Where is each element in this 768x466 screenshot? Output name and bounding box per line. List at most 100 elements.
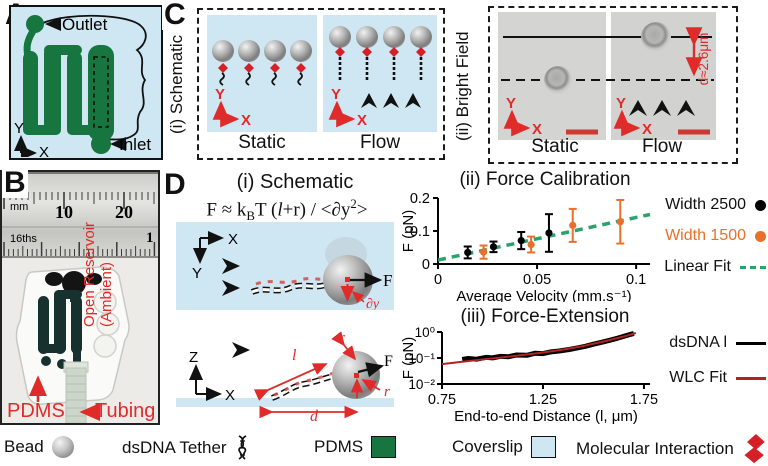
svg-text:0.2: 0.2 xyxy=(410,191,430,207)
xy-axis-icon xyxy=(212,100,240,128)
black-line-icon xyxy=(736,341,766,345)
orange-dot-icon xyxy=(755,230,766,242)
channels xyxy=(23,15,114,154)
svg-text:0: 0 xyxy=(434,272,442,288)
coverslip xyxy=(176,398,394,407)
reservoir-label: Open Reservoir (Ambient) xyxy=(80,222,115,327)
flow-direction-arrowheads xyxy=(222,258,240,296)
calibration-title: (ii) Force Calibration xyxy=(459,169,631,190)
extension-legend: dsDNA l WLC Fit xyxy=(640,334,766,387)
dna-chain xyxy=(250,281,330,295)
svg-text:10⁰: 10⁰ xyxy=(415,326,435,340)
ruler xyxy=(2,172,158,258)
xy-axis-icon-static xyxy=(503,109,531,137)
d-topview-svg: X Y F ∂y xyxy=(192,231,392,312)
svg-text:F (pN): F (pN) xyxy=(402,337,417,380)
c-i-static-panel: Y X xyxy=(207,15,317,132)
displacement-label: d≈2.6μm xyxy=(696,33,711,86)
outlet-label: Outlet xyxy=(62,15,108,34)
dy-label: ∂y xyxy=(366,297,380,310)
c-i-flow-panel: Y X xyxy=(323,15,437,132)
c-ii-flow-label: Flow xyxy=(641,136,683,157)
panel-c-i-side-label: (i) Schematic xyxy=(167,34,186,134)
distance-label: d xyxy=(310,408,319,422)
axis-y-label: Y xyxy=(192,265,202,282)
c-ii-content: d≈2.6μm Y X Y X Static Flow xyxy=(488,6,738,164)
axis-z-label: Z xyxy=(189,349,198,366)
axis-y-label: Y xyxy=(14,120,24,137)
open-reservoir-wells xyxy=(93,290,120,358)
c-i-static-label: Static xyxy=(238,132,286,153)
axis-x-label: X xyxy=(642,121,652,138)
xy-axis-icon xyxy=(328,100,356,128)
red-line-icon xyxy=(736,376,766,380)
static-beads xyxy=(212,40,312,86)
radius-top-arrow xyxy=(331,331,357,361)
contour-length-label: l xyxy=(292,347,297,364)
flow-direction-arrowheads xyxy=(361,93,421,108)
d-sideview-svg: Z X F l r r d xyxy=(176,330,394,425)
molecular-interaction-icon xyxy=(744,434,765,464)
inlet-label: Inlet xyxy=(119,135,151,154)
axis-x-label: X xyxy=(225,387,235,404)
c-ii-svg: d≈2.6μm Y X Y X xyxy=(498,12,716,140)
bf-flow-bead xyxy=(641,22,671,52)
legend-item-width-2500: Width 2500 xyxy=(644,196,766,214)
black-dot-icon xyxy=(755,199,766,211)
bead-center-marker xyxy=(354,373,359,378)
dna-ghost-trace xyxy=(255,276,333,286)
xy-axis-icon xyxy=(14,135,37,160)
ruler-mm-label: mm xyxy=(10,201,28,213)
force-label: F xyxy=(383,271,392,290)
tubing-label: Tubing xyxy=(95,400,156,422)
force-label: F xyxy=(384,353,393,370)
svg-text:0: 0 xyxy=(422,257,430,273)
radius-right-label: r xyxy=(384,384,390,400)
bead-center-marker xyxy=(345,277,350,282)
svg-text:0.1: 0.1 xyxy=(410,224,430,240)
dashed-observation-region xyxy=(93,56,109,128)
axis-y-label: Y xyxy=(506,95,516,112)
force-formula: F ≈ kBT (l+r) / <∂y2> xyxy=(206,196,368,224)
device-channels xyxy=(38,290,82,369)
panel-b-photo: mm 10 20 16ths 1 xyxy=(0,170,161,425)
coverslip-swatch xyxy=(530,436,556,458)
axis-x-label: X xyxy=(241,112,251,129)
svg-text:1.75: 1.75 xyxy=(630,392,658,408)
svg-text:10⁻²: 10⁻² xyxy=(408,377,435,392)
flow-direction-arrowhead xyxy=(232,342,250,358)
c-ii-static-label: Static xyxy=(531,136,579,157)
green-dashed-line-icon xyxy=(740,265,766,269)
d-sideview-panel: Z X F l r r d xyxy=(176,314,394,425)
ruler-1: 1 xyxy=(146,230,154,246)
legend-item-linear-fit: Linear Fit xyxy=(644,258,766,276)
ruler-16ths-label: 16ths xyxy=(10,233,37,245)
svg-text:1.25: 1.25 xyxy=(529,392,557,408)
d-topview-panel: X Y F ∂y xyxy=(176,222,394,312)
legend-molecular-interaction: Molecular Interaction xyxy=(576,434,768,464)
radius-right-pointer xyxy=(361,379,381,392)
dy-pointer xyxy=(351,290,365,303)
panel-b-label: B xyxy=(2,166,28,199)
panel-c-i-box xyxy=(197,8,445,160)
contour-length-arrow xyxy=(253,363,328,401)
xy-axis-icon-flow xyxy=(613,109,641,137)
legend-bead: Bead xyxy=(4,436,74,458)
svg-text:Average Velocity (mm.s⁻¹): Average Velocity (mm.s⁻¹) xyxy=(456,288,631,302)
legend-dsdna-tether: dsDNA Tether xyxy=(122,434,250,462)
zx-axis-icon xyxy=(189,364,222,401)
radius-top-label: r xyxy=(339,330,345,346)
c-i-flow-label: Flow xyxy=(359,132,401,153)
pdms-swatch xyxy=(371,436,397,458)
c-i-static-svg: Y X xyxy=(212,40,312,129)
panel-a-svg: Outlet Inlet Y X xyxy=(14,14,151,161)
flow-beads xyxy=(329,26,432,81)
tubing-loop xyxy=(42,14,147,141)
bead-icon xyxy=(51,436,74,458)
axis-x-label: X xyxy=(357,112,367,129)
svg-text:0.05: 0.05 xyxy=(523,272,551,288)
pdms-label: PDMS xyxy=(7,400,65,422)
dna-chain xyxy=(270,373,335,401)
panel-c-ii-box xyxy=(488,6,738,164)
